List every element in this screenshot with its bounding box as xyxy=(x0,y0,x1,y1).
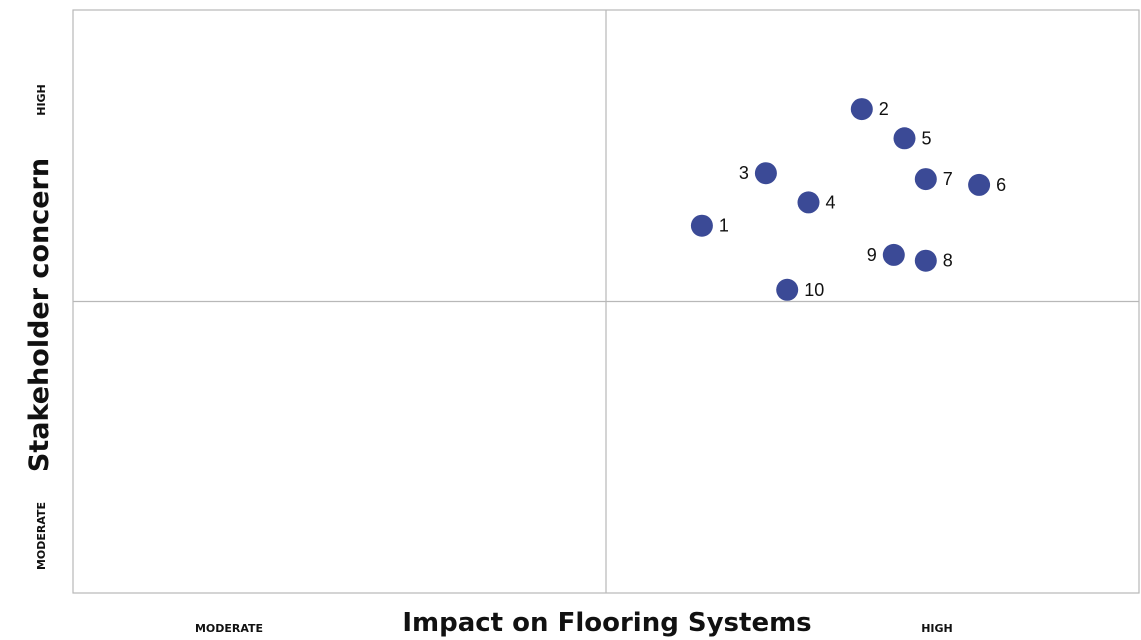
data-point-3 xyxy=(754,162,777,185)
data-point-label-5: 5 xyxy=(922,128,932,148)
data-point-8 xyxy=(914,249,937,272)
data-point-5 xyxy=(893,127,916,150)
y-axis-title: Stakeholder concern xyxy=(24,158,55,472)
data-point-4 xyxy=(797,191,820,214)
data-point-label-8: 8 xyxy=(943,251,953,271)
y-tick-moderate: MODERATE xyxy=(35,502,48,570)
data-points: 1 2 3 4 5 6 7 8 9 10 xyxy=(690,98,1006,301)
x-axis-title: Impact on Flooring Systems xyxy=(402,608,811,638)
data-point-9 xyxy=(882,243,905,266)
data-point-label-2: 2 xyxy=(879,99,889,119)
data-point-2 xyxy=(850,98,873,121)
data-point-label-4: 4 xyxy=(826,192,836,212)
data-point-label-9: 9 xyxy=(867,245,877,265)
data-point-label-7: 7 xyxy=(943,169,953,189)
data-point-label-10: 10 xyxy=(804,280,824,300)
data-point-1 xyxy=(690,214,713,237)
data-point-6 xyxy=(968,173,991,196)
data-point-label-1: 1 xyxy=(719,216,729,236)
x-tick-moderate: MODERATE xyxy=(195,622,263,635)
data-point-label-6: 6 xyxy=(996,175,1006,195)
data-point-label-3: 3 xyxy=(739,163,749,183)
data-point-7 xyxy=(914,168,937,191)
x-tick-high: HIGH xyxy=(921,622,953,635)
data-point-10 xyxy=(776,278,799,301)
y-tick-high: HIGH xyxy=(35,84,48,116)
